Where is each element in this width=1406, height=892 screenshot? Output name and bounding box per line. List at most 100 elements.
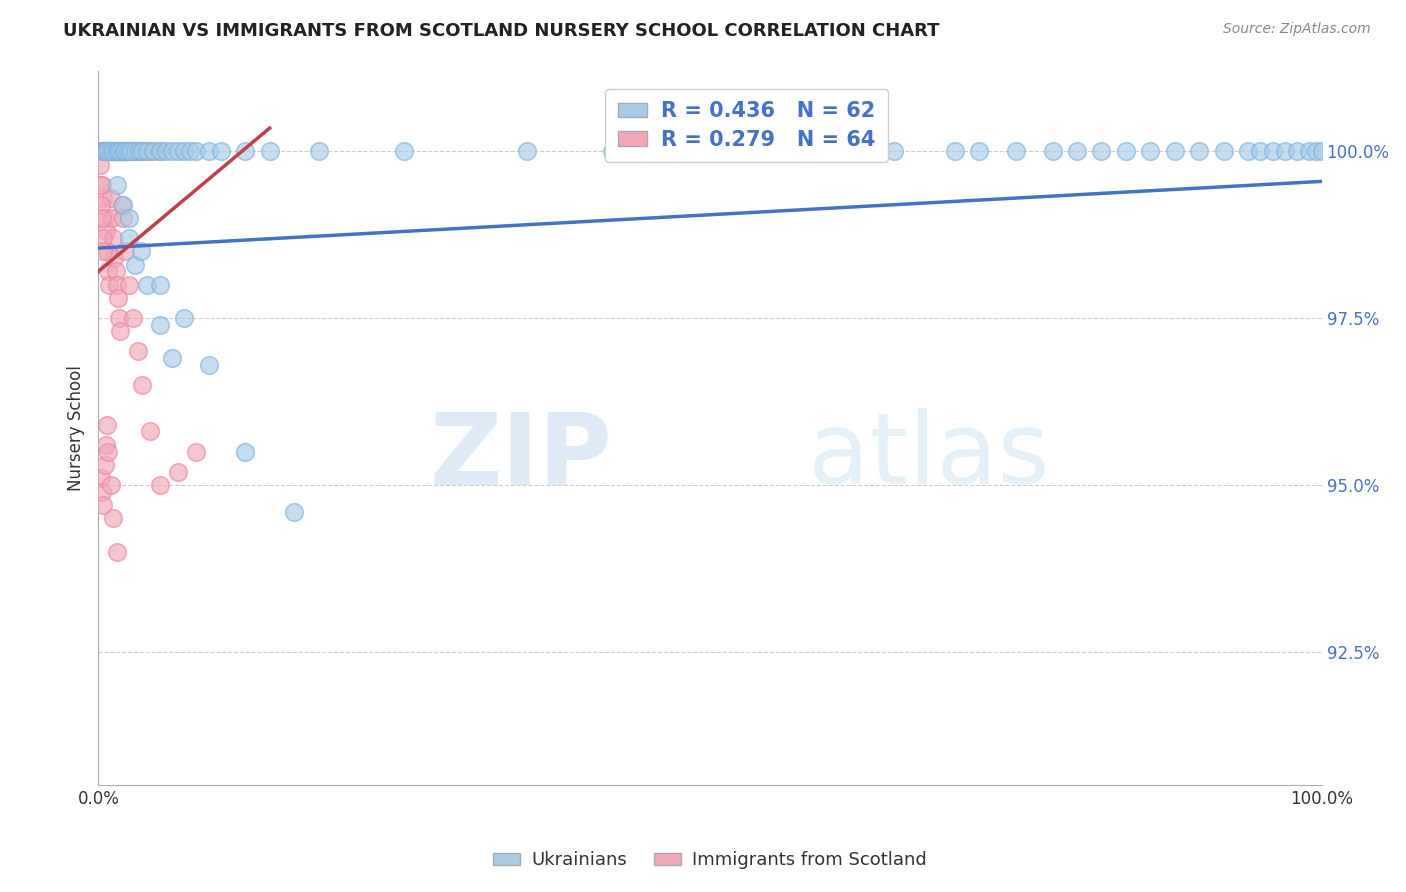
Point	[173, 311, 195, 326]
Point	[91, 145, 114, 159]
Point	[142, 145, 165, 159]
Point	[131, 145, 153, 159]
Point	[1286, 145, 1309, 159]
Point	[821, 145, 844, 159]
Point	[91, 145, 114, 159]
Point	[149, 478, 172, 492]
Point	[136, 145, 159, 159]
Point	[108, 311, 131, 326]
Point	[128, 145, 150, 159]
Point	[91, 244, 114, 259]
Point	[117, 145, 139, 159]
Point	[105, 145, 128, 159]
Text: atlas: atlas	[808, 409, 1049, 505]
Point	[283, 504, 305, 518]
Point	[97, 145, 120, 159]
Point	[149, 145, 172, 159]
Point	[149, 277, 172, 292]
Point	[1310, 145, 1333, 159]
Point	[93, 145, 115, 159]
Point	[308, 145, 330, 159]
Point	[104, 264, 127, 278]
Point	[117, 145, 139, 159]
Point	[97, 145, 120, 159]
Point	[114, 145, 136, 159]
Point	[101, 231, 124, 245]
Point	[761, 145, 783, 159]
Point	[173, 145, 195, 159]
Point	[600, 145, 623, 159]
Point	[118, 211, 141, 225]
Point	[105, 544, 128, 558]
Point	[160, 351, 183, 365]
Point	[259, 145, 281, 159]
Point	[96, 244, 118, 259]
Point	[105, 277, 128, 292]
Point	[90, 198, 112, 212]
Point	[94, 145, 117, 159]
Point	[1090, 145, 1112, 159]
Point	[114, 244, 136, 259]
Point	[89, 158, 111, 172]
Point	[96, 145, 118, 159]
Point	[1188, 145, 1211, 159]
Point	[91, 211, 114, 225]
Point	[101, 511, 124, 525]
Point	[98, 277, 121, 292]
Point	[179, 145, 201, 159]
Point	[1261, 145, 1284, 159]
Text: Source: ZipAtlas.com: Source: ZipAtlas.com	[1223, 22, 1371, 37]
Point	[111, 145, 134, 159]
Point	[91, 178, 114, 192]
Point	[1250, 145, 1272, 159]
Point	[1164, 145, 1187, 159]
Point	[129, 244, 152, 259]
Y-axis label: Nursery School: Nursery School	[66, 365, 84, 491]
Point	[91, 191, 114, 205]
Point	[1237, 145, 1260, 159]
Point	[111, 198, 134, 212]
Point	[94, 438, 117, 452]
Point	[149, 145, 172, 159]
Point	[94, 145, 117, 159]
Point	[118, 231, 141, 245]
Point	[167, 465, 190, 479]
Point	[110, 145, 132, 159]
Point	[100, 145, 122, 159]
Point	[110, 145, 132, 159]
Point	[392, 145, 416, 159]
Point	[111, 198, 134, 212]
Point	[142, 145, 165, 159]
Point	[127, 344, 149, 359]
Point	[115, 145, 138, 159]
Point	[91, 484, 114, 499]
Legend: Ukrainians, Immigrants from Scotland: Ukrainians, Immigrants from Scotland	[486, 844, 934, 876]
Text: ZIP: ZIP	[429, 409, 612, 505]
Point	[943, 145, 966, 159]
Point	[167, 145, 190, 159]
Point	[90, 471, 112, 485]
Point	[107, 291, 129, 305]
Point	[108, 145, 131, 159]
Point	[124, 258, 146, 272]
Point	[131, 377, 153, 392]
Point	[101, 145, 124, 159]
Point	[967, 145, 990, 159]
Point	[104, 145, 127, 159]
Point	[105, 178, 128, 192]
Point	[121, 145, 143, 159]
Point	[1042, 145, 1064, 159]
Point	[1004, 145, 1026, 159]
Point	[96, 417, 118, 432]
Point	[197, 145, 219, 159]
Point	[233, 444, 256, 458]
Point	[93, 458, 115, 472]
Point	[883, 145, 905, 159]
Point	[699, 145, 721, 159]
Point	[91, 145, 114, 159]
Point	[111, 145, 134, 159]
Point	[104, 145, 127, 159]
Point	[155, 145, 177, 159]
Point	[93, 211, 115, 225]
Point	[90, 145, 112, 159]
